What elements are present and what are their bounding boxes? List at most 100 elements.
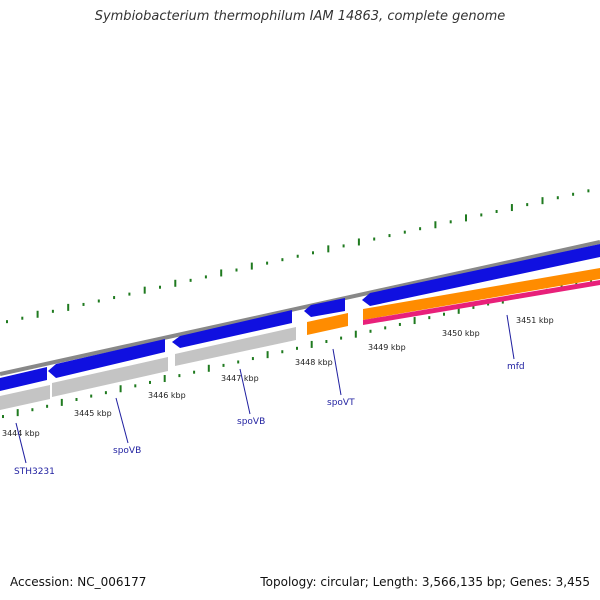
gc-dot <box>354 330 357 338</box>
gc-dot <box>369 329 372 333</box>
gc-dot <box>128 292 131 296</box>
gc-dot <box>312 251 314 255</box>
orange-track <box>307 268 600 335</box>
gc-dot <box>159 285 161 289</box>
gc-dot <box>222 363 225 367</box>
gc-dot <box>327 245 330 253</box>
gc-dot <box>82 302 85 306</box>
gc-dot <box>487 302 490 306</box>
gc-dot <box>281 258 284 262</box>
gc-dot <box>449 220 452 224</box>
gc-dot <box>2 415 4 419</box>
gc-dot <box>67 303 70 311</box>
gc-dot <box>235 268 238 272</box>
gc-dot <box>472 305 475 309</box>
gc-dot <box>220 269 223 277</box>
gc-dot <box>357 238 360 246</box>
gc-dot <box>495 209 498 213</box>
gc-dot <box>587 189 590 193</box>
gc-dot <box>342 244 345 248</box>
gene-feature <box>172 310 292 348</box>
gc-dot <box>21 316 24 320</box>
gc-dot <box>428 316 431 320</box>
gene-feature <box>52 357 168 397</box>
feature-block <box>363 280 600 325</box>
gene-label-leader <box>506 314 515 360</box>
gc-dot <box>31 408 34 412</box>
accession-text: Accession: NC_006177 <box>10 575 147 589</box>
gc-dot <box>113 296 116 300</box>
gene-labels: STH3231 spoVB spoVB spoVT mfd <box>14 314 525 477</box>
gc-dot <box>60 398 63 406</box>
gc-dot <box>373 237 376 241</box>
pink-track <box>363 280 600 325</box>
gc-dot <box>207 364 210 372</box>
scale-tick-label: 3445 kbp <box>74 409 112 418</box>
gene-feature <box>304 298 345 317</box>
gc-dot <box>97 299 100 303</box>
gene-label-leader <box>115 397 129 444</box>
gc-dot <box>193 370 196 374</box>
scale-tick-label: 3450 kbp <box>442 329 480 338</box>
reverse-strand-genes <box>0 327 296 410</box>
gc-dot <box>46 404 49 408</box>
gc-dot <box>510 204 513 212</box>
genome-backbone <box>0 240 600 376</box>
gc-dot <box>119 385 122 393</box>
gc-dot <box>541 197 544 205</box>
gc-dot <box>480 213 483 217</box>
gene-label-leader <box>332 348 342 396</box>
gene-label: mfd <box>507 362 525 372</box>
gc-dot <box>204 275 207 279</box>
gc-dot <box>281 350 284 354</box>
gc-dot <box>189 278 192 282</box>
gene-label: spoVB <box>113 446 141 456</box>
forward-strand-genes <box>0 244 600 391</box>
gc-dot <box>434 221 437 229</box>
gc-dot <box>75 397 78 401</box>
scale-tick-label: 3444 kbp <box>2 429 40 438</box>
gc-dot <box>419 227 422 231</box>
gc-dot <box>237 360 240 364</box>
gc-dot <box>398 322 401 326</box>
gene-feature <box>0 385 50 410</box>
gc-dot <box>413 317 416 325</box>
gc-dot <box>465 214 467 222</box>
gc-dot <box>296 346 298 350</box>
feature-block <box>307 313 348 335</box>
gc-dot <box>16 409 19 417</box>
gc-dot <box>36 310 39 318</box>
gc-dot <box>178 374 181 378</box>
gene-label: spoVT <box>327 398 355 408</box>
gc-dot <box>560 282 563 290</box>
genome-summary-text: Topology: circular; Length: 3,566,135 bp… <box>260 575 590 589</box>
gc-dot <box>104 391 107 395</box>
scale-ticks: 3444 kbp 3445 kbp 3446 kbp 3447 kbp 3448 kbp… <box>2 316 554 438</box>
gene-feature <box>0 367 47 391</box>
gc-content-track <box>6 189 590 324</box>
gc-dot <box>90 394 93 398</box>
gc-dot <box>51 309 54 313</box>
scale-tick-label: 3446 kbp <box>148 391 186 400</box>
gc-dot <box>251 357 254 361</box>
scale-tick-label: 3451 kbp <box>516 316 554 325</box>
gc-dot <box>526 203 529 207</box>
gc-dot <box>384 326 387 330</box>
gc-dot <box>556 196 559 200</box>
gc-dot <box>443 312 445 316</box>
gene-label: STH3231 <box>14 467 55 477</box>
gene-label-leader <box>15 422 27 464</box>
gc-dot <box>163 375 166 383</box>
gc-dot <box>134 384 137 388</box>
gc-dot <box>340 336 343 340</box>
scale-tick-label: 3447 kbp <box>221 374 259 383</box>
gene-feature <box>362 244 600 306</box>
gc-dot <box>174 279 177 287</box>
gene-feature <box>175 327 296 366</box>
scale-tick-label: 3449 kbp <box>368 343 406 352</box>
gc-dot <box>6 320 8 324</box>
gc-dot <box>266 261 269 265</box>
gene-label: spoVB <box>237 417 265 427</box>
gc-dot <box>149 380 151 384</box>
